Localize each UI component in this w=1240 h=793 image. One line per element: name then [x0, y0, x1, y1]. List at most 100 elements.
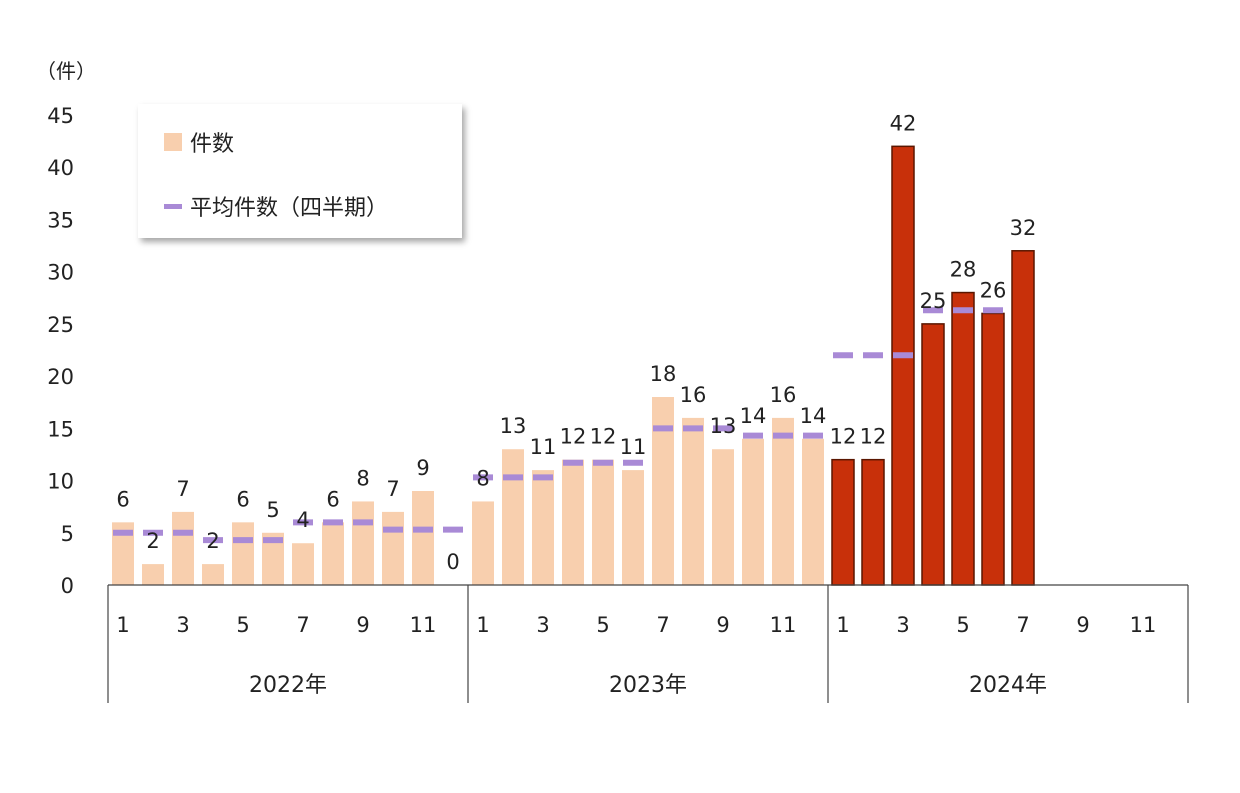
data-label: 14: [740, 404, 767, 428]
bar: [951, 291, 975, 586]
x-tick-label: 11: [770, 613, 797, 637]
data-label: 16: [770, 383, 797, 407]
bar: [831, 458, 855, 586]
bar: [682, 417, 704, 585]
bar: [292, 543, 314, 585]
bar: [112, 522, 134, 585]
data-label: 4: [296, 508, 309, 532]
legend-label-average: 平均件数（四半期）: [190, 196, 389, 221]
legend-item-count: 件数: [164, 126, 234, 158]
bar: [861, 458, 885, 586]
y-tick-label: 10: [47, 470, 74, 494]
x-tick-label: 9: [356, 613, 369, 637]
average-line: [113, 307, 1003, 544]
year-label: 2023年: [609, 673, 687, 698]
y-axis-unit-label: （件）: [36, 59, 96, 83]
y-axis-ticks: 0 5 10 15 20 25 30 35 40 45: [47, 104, 74, 598]
x-tick-label: 7: [656, 613, 669, 637]
legend-item-average: 平均件数（四半期）: [164, 190, 388, 222]
data-label: 12: [590, 425, 617, 449]
legend-swatch-average: [164, 203, 182, 209]
y-tick-label: 15: [47, 417, 74, 441]
data-label: 6: [326, 487, 339, 511]
y-tick-label: 20: [47, 365, 74, 389]
bar: [622, 470, 644, 585]
data-label: 32: [1010, 216, 1037, 240]
x-tick-label: 11: [410, 613, 437, 637]
x-tick-label: 5: [956, 613, 969, 637]
legend: 件数 平均件数（四半期）: [138, 104, 462, 238]
year-label: 2022年: [249, 673, 327, 698]
bar: [652, 397, 674, 585]
x-tick-label: 9: [716, 613, 729, 637]
x-tick-label: 3: [536, 613, 549, 637]
data-label: 14: [800, 404, 827, 428]
data-label: 26: [980, 278, 1007, 302]
data-label: 16: [680, 383, 707, 407]
legend-swatch-count: [164, 133, 182, 151]
y-tick-label: 35: [47, 208, 74, 232]
data-label: 12: [860, 425, 887, 449]
bar: [472, 501, 494, 585]
bar: [502, 449, 524, 585]
data-label: 8: [356, 466, 369, 490]
bar: [232, 522, 254, 585]
data-label: 28: [950, 258, 977, 282]
bar: [712, 449, 734, 585]
year-label: 2024年: [969, 673, 1047, 698]
data-label: 6: [236, 487, 249, 511]
data-label: 18: [650, 362, 677, 386]
y-tick-label: 45: [47, 104, 74, 128]
bar: [322, 522, 344, 585]
bar: [772, 417, 794, 585]
bar: [202, 564, 224, 585]
x-tick-label: 7: [1016, 613, 1029, 637]
data-label: 8: [476, 466, 489, 490]
bar: [172, 511, 194, 585]
bar: [891, 145, 915, 586]
data-label: 2: [206, 529, 219, 553]
data-label: 2: [146, 529, 159, 553]
bar: [802, 438, 824, 585]
x-axis: 1 3 5 7 9 11 2022年 1 3 5 7 9 11 2023年 1 3 5 7 9 11 2024年: [107, 584, 1189, 703]
y-tick-label: 0: [61, 574, 74, 598]
legend-label-count: 件数: [190, 132, 235, 157]
data-label: 7: [386, 477, 399, 501]
x-tick-label: 5: [236, 613, 249, 637]
x-tick-label: 3: [176, 613, 189, 637]
bar: [921, 323, 945, 586]
bar: [382, 511, 404, 585]
y-tick-label: 5: [61, 522, 74, 546]
x-tick-label: 7: [296, 613, 309, 637]
bar: [352, 501, 374, 585]
bar: [262, 532, 284, 585]
x-tick-label: 1: [476, 613, 489, 637]
bar: [532, 470, 554, 585]
bar: [562, 459, 584, 585]
data-label: 5: [266, 498, 279, 522]
data-label: 13: [710, 414, 737, 438]
data-label: 25: [920, 289, 947, 313]
x-tick-label: 1: [836, 613, 849, 637]
x-tick-label: 3: [896, 613, 909, 637]
bar: [142, 564, 164, 585]
bar: [592, 459, 614, 585]
data-label: 7: [176, 477, 189, 501]
data-label: 0: [446, 550, 459, 574]
data-label: 9: [416, 456, 429, 480]
y-tick-label: 40: [47, 156, 74, 180]
data-label: 12: [560, 425, 587, 449]
data-label: 11: [620, 435, 647, 459]
data-label: 13: [500, 414, 527, 438]
bar: [1011, 250, 1035, 586]
bar: [412, 491, 434, 585]
y-tick-label: 25: [47, 313, 74, 337]
x-tick-label: 1: [116, 613, 129, 637]
bar: [742, 438, 764, 585]
x-tick-label: 9: [1076, 613, 1089, 637]
x-tick-label: 11: [1130, 613, 1157, 637]
data-label: 42: [890, 111, 917, 135]
y-tick-label: 30: [47, 261, 74, 285]
